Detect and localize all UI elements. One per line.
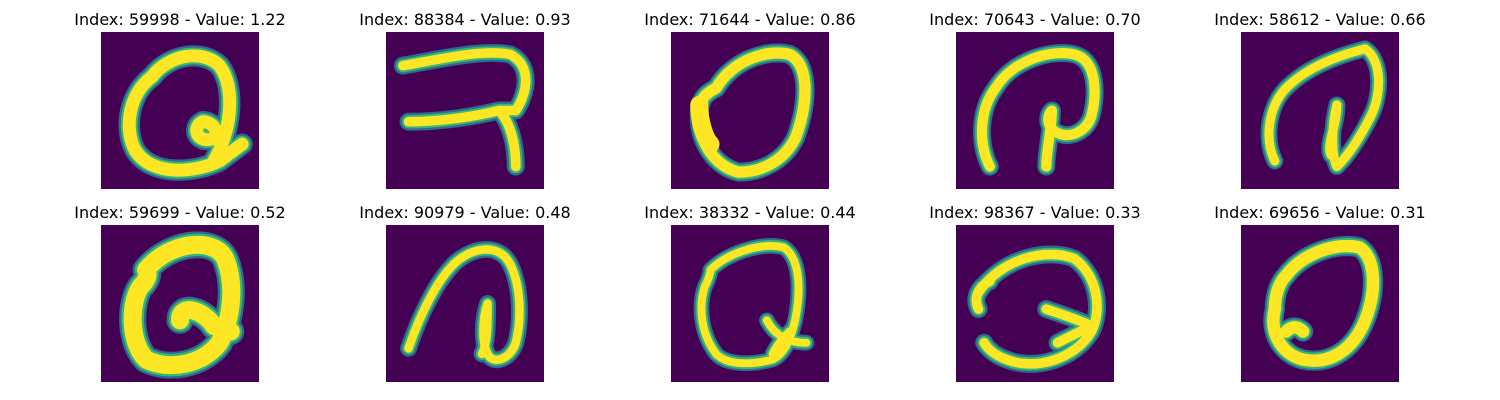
panel-9: Index: 98367 - Value: 0.33: [910, 203, 1160, 383]
panel-8: Index: 38332 - Value: 0.44: [625, 203, 875, 383]
digit-image: [386, 32, 544, 189]
panel-title: Index: 88384 - Value: 0.93: [359, 10, 571, 29]
panel-10: Index: 69656 - Value: 0.31: [1195, 203, 1445, 383]
digit-image: [956, 32, 1114, 189]
digit-image: [671, 225, 829, 382]
panel-5: Index: 58612 - Value: 0.66: [1195, 10, 1445, 190]
panel-title: Index: 98367 - Value: 0.33: [929, 203, 1141, 222]
digit-image: [101, 225, 259, 382]
panel-title: Index: 90979 - Value: 0.48: [359, 203, 571, 222]
digit-image: [956, 225, 1114, 382]
panel-title: Index: 70643 - Value: 0.70: [929, 10, 1141, 29]
panel-2: Index: 88384 - Value: 0.93: [340, 10, 590, 190]
panel-3: Index: 71644 - Value: 0.86: [625, 10, 875, 190]
digit-image: [101, 32, 259, 189]
panel-title: Index: 59699 - Value: 0.52: [74, 203, 286, 222]
digit-image: [386, 225, 544, 382]
digit-image: [1241, 32, 1399, 189]
digit-image: [1241, 225, 1399, 382]
panel-6: Index: 59699 - Value: 0.52: [55, 203, 305, 383]
panel-title: Index: 58612 - Value: 0.66: [1214, 10, 1426, 29]
panel-7: Index: 90979 - Value: 0.48: [340, 203, 590, 383]
panel-title: Index: 71644 - Value: 0.86: [644, 10, 856, 29]
panel-1: Index: 59998 - Value: 1.22: [55, 10, 305, 190]
digit-image: [671, 32, 829, 189]
panel-title: Index: 69656 - Value: 0.31: [1214, 203, 1426, 222]
panel-4: Index: 70643 - Value: 0.70: [910, 10, 1160, 190]
panel-title: Index: 59998 - Value: 1.22: [74, 10, 286, 29]
panel-title: Index: 38332 - Value: 0.44: [644, 203, 856, 222]
